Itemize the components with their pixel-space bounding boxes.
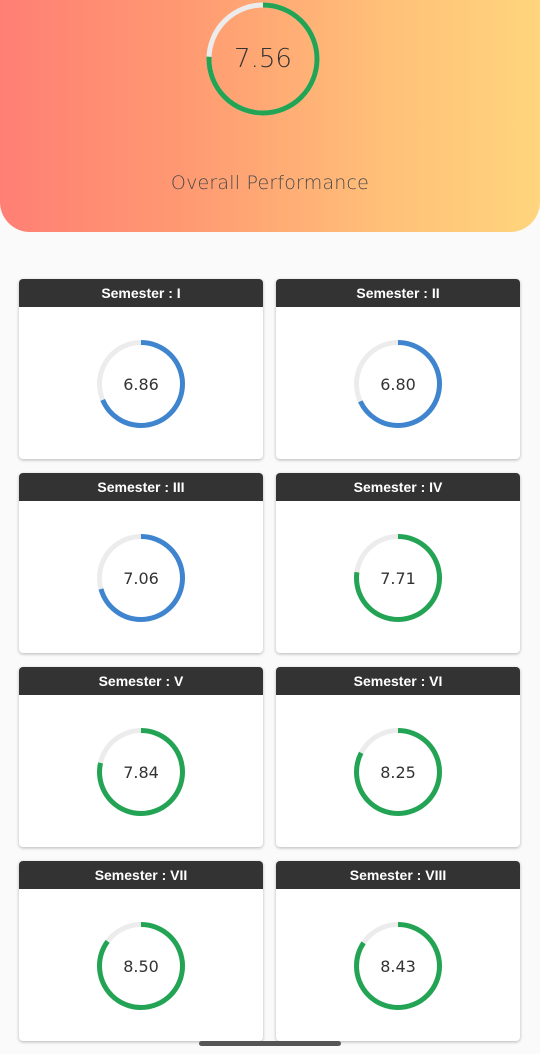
semester-title: Semester : V bbox=[19, 667, 263, 695]
semester-progress-ring: 8.25 bbox=[353, 727, 443, 817]
semester-progress-ring: 6.80 bbox=[353, 339, 443, 429]
semester-score: 8.25 bbox=[380, 762, 416, 782]
semester-card-2[interactable]: Semester : II 6.80 bbox=[276, 279, 520, 459]
semester-score: 8.50 bbox=[123, 956, 159, 976]
semester-score: 7.84 bbox=[123, 762, 159, 782]
overall-ring-progress bbox=[206, 2, 320, 116]
semester-score: 7.71 bbox=[380, 568, 416, 588]
semester-score: 7.06 bbox=[123, 568, 159, 588]
semester-score: 8.43 bbox=[380, 956, 416, 976]
semester-progress-ring: 8.50 bbox=[96, 921, 186, 1011]
semester-card-6[interactable]: Semester : VI 8.25 bbox=[276, 667, 520, 847]
semester-progress-ring: 7.84 bbox=[96, 727, 186, 817]
semester-grid: Semester : I 6.86 Semester : II 6.80 Sem… bbox=[19, 279, 521, 1041]
semester-title: Semester : I bbox=[19, 279, 263, 307]
semester-progress-ring: 6.86 bbox=[96, 339, 186, 429]
semester-title: Semester : VII bbox=[19, 861, 263, 889]
semester-title: Semester : IV bbox=[276, 473, 520, 501]
semester-score: 6.86 bbox=[123, 374, 159, 394]
semester-score: 6.80 bbox=[380, 374, 416, 394]
overall-ring-svg bbox=[206, 2, 320, 116]
semester-title: Semester : VIII bbox=[276, 861, 520, 889]
semester-progress-ring: 7.71 bbox=[353, 533, 443, 623]
semester-title: Semester : III bbox=[19, 473, 263, 501]
semester-title: Semester : II bbox=[276, 279, 520, 307]
semester-card-1[interactable]: Semester : I 6.86 bbox=[19, 279, 263, 459]
overall-score: 7.56 bbox=[234, 44, 292, 74]
semester-card-5[interactable]: Semester : V 7.84 bbox=[19, 667, 263, 847]
semester-progress-ring: 7.06 bbox=[96, 533, 186, 623]
semester-card-3[interactable]: Semester : III 7.06 bbox=[19, 473, 263, 653]
semester-title: Semester : VI bbox=[276, 667, 520, 695]
overall-performance-label: Overall Performance bbox=[170, 172, 370, 194]
semester-card-4[interactable]: Semester : IV 7.71 bbox=[276, 473, 520, 653]
semester-card-8[interactable]: Semester : VIII 8.43 bbox=[276, 861, 520, 1041]
semester-card-7[interactable]: Semester : VII 8.50 bbox=[19, 861, 263, 1041]
home-indicator-bar[interactable] bbox=[199, 1041, 341, 1046]
overall-progress-ring: 7.56 bbox=[205, 1, 321, 117]
semester-progress-ring: 8.43 bbox=[353, 921, 443, 1011]
overall-header: 7.56 Overall Performance bbox=[0, 0, 540, 232]
